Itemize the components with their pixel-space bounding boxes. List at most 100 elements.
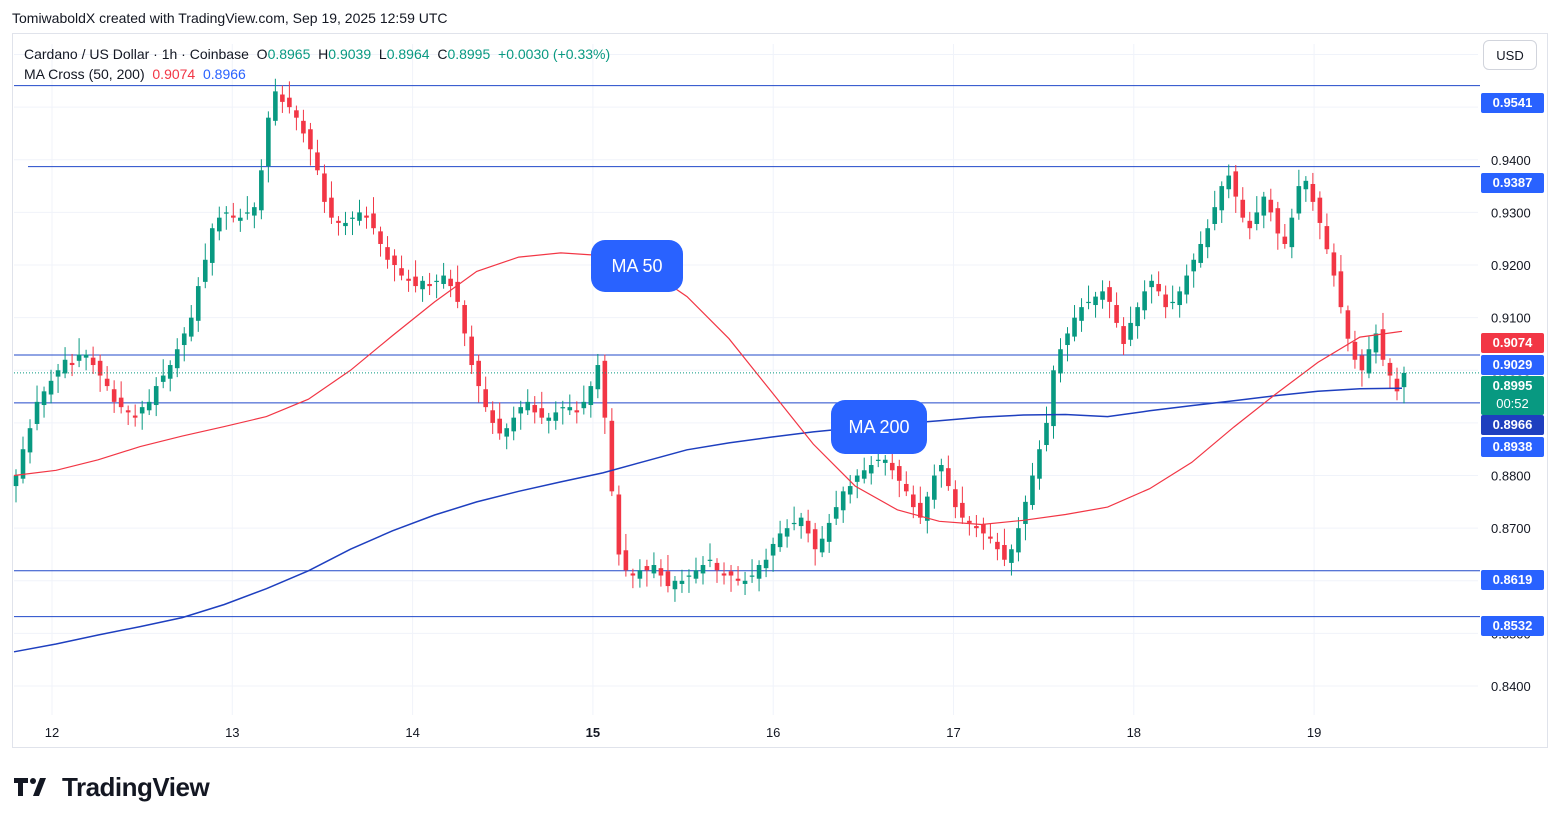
candle-body: [637, 570, 643, 579]
candle-body: [1282, 236, 1288, 244]
change-value: +0.0030 (+0.33%): [498, 46, 611, 62]
x-tick-label: 15: [586, 725, 600, 740]
symbol-label: Cardano / US Dollar · 1h · Coinbase: [24, 46, 249, 62]
candle-body: [1247, 220, 1253, 229]
indicator-row[interactable]: MA Cross (50, 200) 0.9074 0.8966: [24, 64, 610, 84]
candle-body: [280, 94, 285, 102]
candle-body: [1184, 275, 1189, 295]
candle-body: [343, 222, 348, 227]
high-value: 0.9039: [328, 46, 372, 62]
candle-body: [1380, 329, 1386, 360]
candle-body: [455, 281, 460, 302]
candle-body: [700, 565, 706, 574]
candle-body: [581, 401, 587, 409]
candle-body: [546, 417, 552, 421]
candle-body: [1009, 549, 1014, 563]
candle-body: [932, 475, 937, 500]
candle-body: [118, 397, 124, 408]
candle-body: [13, 475, 19, 487]
candle-body: [763, 559, 769, 569]
candle-body: [1072, 317, 1077, 337]
candle-body: [1051, 370, 1056, 427]
candle-body: [434, 280, 439, 283]
candle-body: [1401, 372, 1407, 388]
candle-body: [336, 220, 341, 223]
candle-body: [104, 378, 110, 387]
candle-body: [630, 573, 636, 576]
candle-body: [707, 559, 713, 561]
candle-body: [41, 391, 47, 406]
candle-body: [1114, 305, 1119, 323]
candle-body: [882, 459, 888, 463]
candle-body: [1191, 259, 1196, 272]
candle-body: [504, 428, 510, 437]
candle-body: [567, 407, 573, 411]
candle-body: [83, 354, 89, 358]
candle-body: [252, 207, 257, 216]
candle-body: [1016, 528, 1021, 553]
y-tick-label: 0.8800: [1491, 469, 1531, 484]
candle-body: [20, 449, 26, 479]
candle-body: [616, 494, 622, 555]
candle-body: [889, 462, 895, 471]
price-tag-0.9387: 0.9387: [1481, 173, 1544, 193]
candle-body: [665, 571, 671, 587]
candle-body: [672, 580, 678, 590]
candle-body: [1086, 301, 1091, 304]
candle-body: [216, 217, 222, 232]
x-tick-label: 14: [405, 725, 419, 740]
bar-countdown: 00:52: [1496, 396, 1529, 411]
candle-body: [875, 459, 881, 461]
candle-body: [847, 486, 853, 495]
candle-body: [350, 217, 355, 219]
x-tick-label: 13: [225, 725, 239, 740]
candle-body: [202, 259, 208, 282]
candle-body: [1135, 307, 1140, 327]
x-tick-label: 18: [1127, 725, 1141, 740]
x-tick-label: 16: [766, 725, 780, 740]
ma50-price-tag: 0.9074: [1481, 333, 1544, 353]
ma50-annotation[interactable]: MA 50: [591, 240, 683, 292]
candle-body: [819, 538, 825, 553]
y-tick-label: 0.8700: [1491, 521, 1531, 536]
candle-body: [174, 349, 180, 369]
candle-body: [953, 489, 958, 508]
candle-body: [1324, 226, 1330, 250]
candle-body: [209, 228, 215, 263]
candle-body: [525, 401, 531, 411]
candle-body: [588, 386, 594, 406]
ma50-line: [13, 252, 1403, 526]
candle-body: [735, 578, 741, 581]
close-label: C: [437, 46, 448, 62]
low-label: L: [378, 46, 387, 62]
ma200-annotation[interactable]: MA 200: [831, 400, 927, 454]
candle-body: [1030, 475, 1035, 506]
candle-body: [97, 360, 103, 376]
ohlc-row: Cardano / US Dollar · 1h · Coinbase O0.8…: [24, 44, 610, 64]
candle-body: [1387, 362, 1393, 376]
currency-button[interactable]: USD: [1483, 40, 1537, 70]
candle-body: [315, 152, 320, 171]
candle-body: [1142, 291, 1147, 311]
candle-body: [1037, 449, 1042, 479]
candle-body: [981, 523, 986, 534]
candle-body: [1289, 217, 1295, 248]
x-tick-label: 17: [946, 725, 960, 740]
candle-body: [918, 502, 923, 518]
tradingview-logo[interactable]: TradingView: [14, 770, 210, 804]
candle-body: [181, 333, 187, 346]
candle-body: [301, 120, 306, 134]
candle-body: [903, 483, 909, 492]
candle-body: [812, 529, 818, 550]
candle-body: [1156, 283, 1161, 292]
candle-body: [791, 522, 797, 525]
candle-body: [749, 575, 755, 577]
candle-body: [1219, 186, 1225, 211]
candle-body: [1205, 228, 1211, 248]
candle-body: [623, 550, 629, 571]
candle-body: [1044, 422, 1049, 446]
candle-body: [1100, 291, 1105, 300]
price-tag-0.8532: 0.8532: [1481, 616, 1544, 636]
candle-body: [1366, 349, 1372, 374]
